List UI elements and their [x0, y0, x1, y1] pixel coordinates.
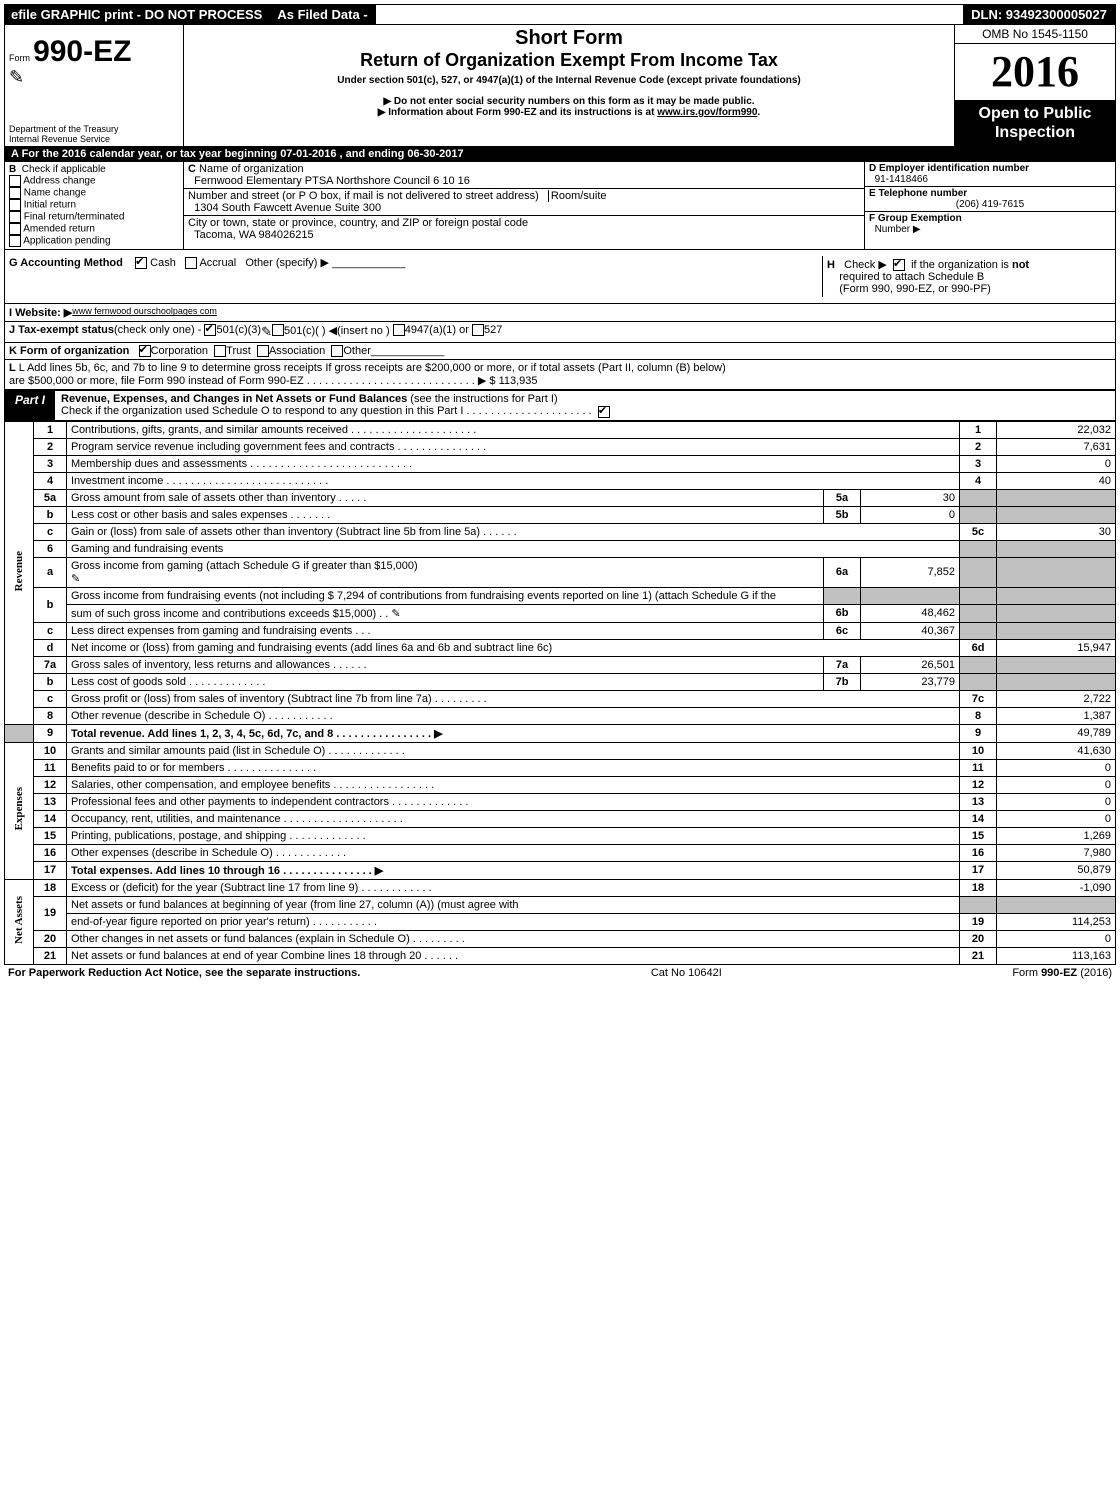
- table-row: Expenses 10Grants and similar amounts pa…: [5, 742, 1116, 759]
- short-form-label: Short Form: [188, 27, 950, 50]
- ein: 91-1418466: [875, 174, 928, 185]
- chk-accrual[interactable]: [185, 257, 197, 269]
- subtitle: Under section 501(c), 527, or 4947(a)(1)…: [188, 75, 950, 86]
- side-expenses: Expenses: [5, 742, 34, 879]
- table-row: 8Other revenue (describe in Schedule O) …: [5, 707, 1116, 724]
- irs-link[interactable]: www.irs.gov/form990: [657, 107, 757, 118]
- form-number-cell: Form 990-EZ ✎ Department of the Treasury…: [5, 25, 184, 146]
- chk-501c[interactable]: [272, 324, 284, 336]
- table-row: 21Net assets or fund balances at end of …: [5, 947, 1116, 964]
- chk-assoc[interactable]: [257, 345, 269, 357]
- side-revenue: Revenue: [5, 421, 34, 724]
- form-number: 990-EZ: [33, 35, 131, 68]
- table-row: 14Occupancy, rent, utilities, and mainte…: [5, 810, 1116, 827]
- omb-number: OMB No 1545-1150: [955, 25, 1115, 44]
- form-prefix: Form: [9, 53, 30, 63]
- chk-amended[interactable]: [9, 223, 21, 235]
- table-row: 7aGross sales of inventory, less returns…: [5, 656, 1116, 673]
- box-def: D Employer identification number 91-1418…: [865, 162, 1115, 249]
- table-row: cLess direct expenses from gaming and fu…: [5, 622, 1116, 639]
- table-row: 5aGross amount from sale of assets other…: [5, 489, 1116, 506]
- chk-corp[interactable]: [139, 345, 151, 357]
- note-info-prefix: ▶ Information about Form 990-EZ and its …: [378, 107, 657, 118]
- table-row: Net Assets 18Excess or (deficit) for the…: [5, 879, 1116, 896]
- table-row: end-of-year figure reported on prior yea…: [5, 913, 1116, 930]
- table-row: 3Membership dues and assessments . . . .…: [5, 455, 1116, 472]
- chk-sched-o-part1[interactable]: [598, 406, 610, 418]
- box-g: G Accounting Method Cash Accrual Other (…: [9, 256, 822, 297]
- paperwork-notice: For Paperwork Reduction Act Notice, see …: [8, 967, 360, 979]
- tax-year: 2016: [955, 44, 1115, 100]
- chk-pending[interactable]: [9, 235, 21, 247]
- line-a: A For the 2016 calendar year, or tax yea…: [5, 146, 1115, 162]
- chk-4947[interactable]: [393, 324, 405, 336]
- side-netassets: Net Assets: [5, 879, 34, 964]
- open-public-badge: Open to Public Inspection: [955, 100, 1115, 146]
- table-row: 4Investment income . . . . . . . . . . .…: [5, 472, 1116, 489]
- chk-cash[interactable]: [135, 257, 147, 269]
- irs-label: Internal Revenue Service: [9, 134, 119, 144]
- dept-treasury: Department of the Treasury: [9, 124, 119, 134]
- title-right: OMB No 1545-1150 2016 Open to Public Ins…: [954, 25, 1115, 146]
- header-bar: efile GRAPHIC print - DO NOT PROCESS As …: [4, 4, 1116, 25]
- part1-header: Part I Revenue, Expenses, and Changes in…: [4, 390, 1116, 420]
- table-row: 9Total revenue. Add lines 1, 2, 3, 4, 5c…: [5, 724, 1116, 742]
- line-l: L L Add lines 5b, 6c, and 7b to line 9 t…: [5, 360, 1115, 389]
- phone: (206) 419-7615: [869, 199, 1111, 210]
- table-row: bGross income from fundraising events (n…: [5, 587, 1116, 604]
- box-c: C Name of organization Fernwood Elementa…: [184, 162, 865, 249]
- chk-other-org[interactable]: [331, 345, 343, 357]
- cat-no: Cat No 10642I: [651, 967, 722, 979]
- table-row: bLess cost of goods sold . . . . . . . .…: [5, 673, 1116, 690]
- org-name: Fernwood Elementary PTSA Northshore Coun…: [194, 175, 470, 187]
- chk-501c3[interactable]: [204, 324, 216, 336]
- note-ssn: ▶ Do not enter social security numbers o…: [188, 96, 950, 107]
- table-row: Revenue 1 Contributions, gifts, grants, …: [5, 421, 1116, 438]
- table-row: 15Printing, publications, postage, and s…: [5, 827, 1116, 844]
- chk-trust[interactable]: [214, 345, 226, 357]
- table-row: 11Benefits paid to or for members . . . …: [5, 759, 1116, 776]
- title-center: Short Form Return of Organization Exempt…: [184, 25, 954, 146]
- chk-name-change[interactable]: [9, 187, 21, 199]
- org-city: Tacoma, WA 984026215: [194, 229, 313, 241]
- table-row: 2Program service revenue including gover…: [5, 438, 1116, 455]
- header-spacer: [378, 5, 963, 24]
- dln-label: DLN: 93492300005027: [963, 5, 1115, 24]
- website: www fernwood ourschoolpages com: [72, 306, 217, 319]
- chk-address-change[interactable]: [9, 175, 21, 187]
- table-row: 6Gaming and fundraising events: [5, 540, 1116, 557]
- table-row: cGain or (loss) from sale of assets othe…: [5, 523, 1116, 540]
- page-footer: For Paperwork Reduction Act Notice, see …: [4, 965, 1116, 981]
- as-filed-label: As Filed Data -: [268, 5, 377, 24]
- amt-1: 22,032: [997, 421, 1116, 438]
- box-b: B Check if applicable Address change Nam…: [5, 162, 184, 249]
- table-row: bLess cost or other basis and sales expe…: [5, 506, 1116, 523]
- efile-label: efile GRAPHIC print - DO NOT PROCESS: [5, 5, 268, 24]
- chk-final-return[interactable]: [9, 211, 21, 223]
- title-block: Form 990-EZ ✎ Department of the Treasury…: [4, 25, 1116, 146]
- chk-527[interactable]: [472, 324, 484, 336]
- table-row: 16Other expenses (describe in Schedule O…: [5, 844, 1116, 861]
- entity-section: A For the 2016 calendar year, or tax yea…: [4, 146, 1116, 390]
- table-row: 20Other changes in net assets or fund ba…: [5, 930, 1116, 947]
- part1-table: Revenue 1 Contributions, gifts, grants, …: [4, 421, 1116, 965]
- form-ref: Form 990-EZ (2016): [1012, 967, 1112, 979]
- org-address: 1304 South Fawcett Avenue Suite 300: [194, 202, 381, 214]
- table-row: cGross profit or (loss) from sales of in…: [5, 690, 1116, 707]
- main-title: Return of Organization Exempt From Incom…: [188, 50, 950, 71]
- table-row: dNet income or (loss) from gaming and fu…: [5, 639, 1116, 656]
- box-h: H Check ▶ if the organization is not req…: [822, 256, 1111, 297]
- table-row: sum of such gross income and contributio…: [5, 604, 1116, 622]
- table-row: 13Professional fees and other payments t…: [5, 793, 1116, 810]
- table-row: aGross income from gaming (attach Schedu…: [5, 557, 1116, 587]
- table-row: 12Salaries, other compensation, and empl…: [5, 776, 1116, 793]
- table-row: 19Net assets or fund balances at beginni…: [5, 896, 1116, 913]
- chk-initial-return[interactable]: [9, 199, 21, 211]
- table-row: 17Total expenses. Add lines 10 through 1…: [5, 861, 1116, 879]
- chk-sched-b[interactable]: [893, 259, 905, 271]
